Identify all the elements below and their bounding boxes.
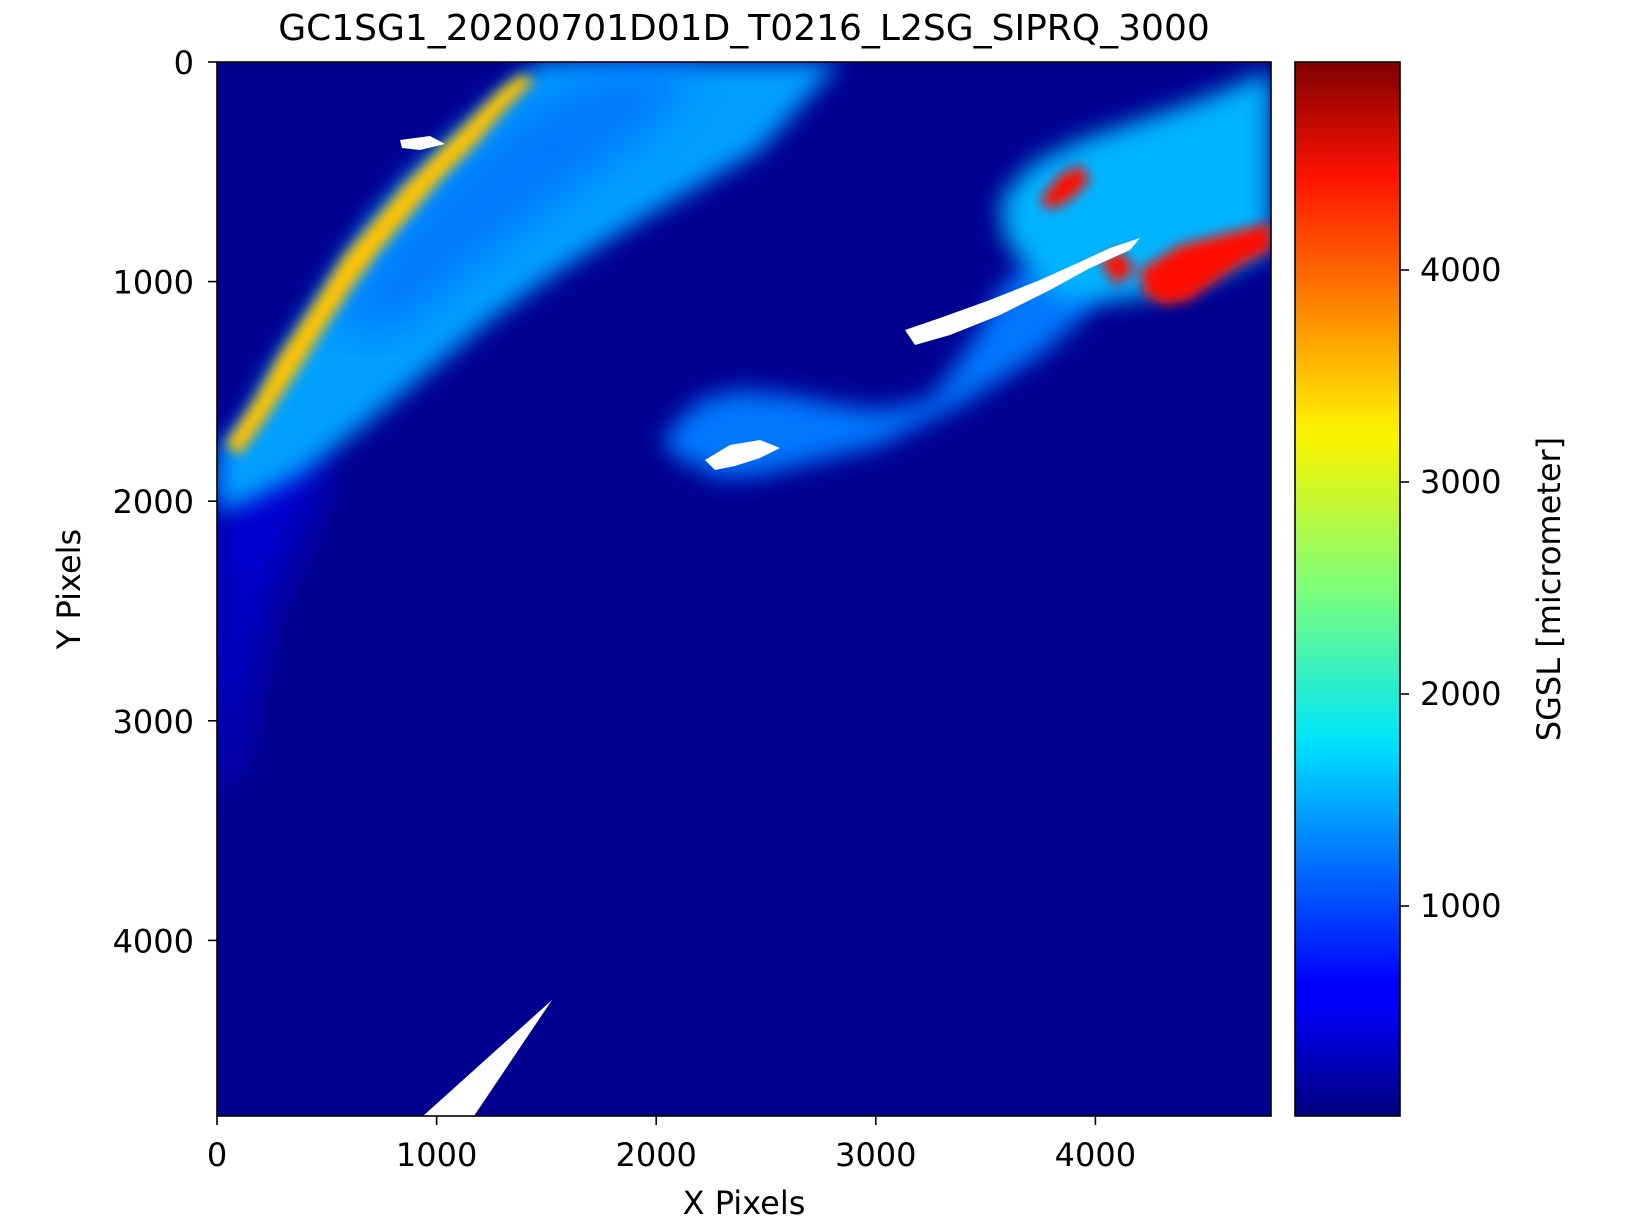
no-data-coastline bbox=[905, 238, 1140, 345]
colorbar-gradient bbox=[1294, 61, 1401, 1117]
colorbar-tick-label: 4000 bbox=[1420, 251, 1501, 289]
no-data-wedge bbox=[423, 1000, 552, 1116]
western-water-margin bbox=[217, 420, 330, 800]
y-tick-label: 1000 bbox=[113, 264, 194, 302]
colorbar-tick-label: 2000 bbox=[1420, 675, 1501, 713]
colorbar-tick-label: 3000 bbox=[1420, 463, 1501, 501]
y-tick-label: 3000 bbox=[113, 703, 194, 741]
colorbar-tick-label: 1000 bbox=[1420, 887, 1501, 925]
x-tick-label: 0 bbox=[207, 1136, 227, 1174]
northwest-land-mass bbox=[217, 62, 840, 510]
y-tick-label: 4000 bbox=[113, 922, 194, 960]
colorbar: 1000 2000 3000 4000 SGSL [micrometer] bbox=[1294, 61, 1568, 1117]
x-tick-label: 4000 bbox=[1055, 1136, 1136, 1174]
colorbar-label: SGSL [micrometer] bbox=[1530, 437, 1568, 741]
y-tick-label: 0 bbox=[174, 44, 194, 82]
northwest-interior-light bbox=[330, 70, 700, 330]
y-axis-label: Y Pixels bbox=[50, 529, 88, 650]
no-data-island bbox=[400, 136, 445, 150]
plot-frame bbox=[216, 61, 1272, 1117]
y-tick-label: 2000 bbox=[113, 483, 194, 521]
northwest-coastal-band bbox=[225, 75, 535, 455]
x-tick-label: 2000 bbox=[615, 1136, 696, 1174]
heatmap-image bbox=[217, 62, 1271, 1116]
y-axis: 0 1000 2000 3000 4000 Y Pixels bbox=[50, 44, 217, 960]
northeast-fjords bbox=[1040, 165, 1271, 305]
x-tick-label: 3000 bbox=[835, 1136, 916, 1174]
x-axis-label: X Pixels bbox=[683, 1184, 806, 1222]
x-tick-label: 1000 bbox=[396, 1136, 477, 1174]
chart-title: GC1SG1_20200701D01D_T0216_L2SG_SIPRQ_300… bbox=[278, 8, 1210, 49]
x-axis: 0 1000 2000 3000 4000 X Pixels bbox=[207, 1116, 1136, 1222]
no-data-peninsula bbox=[705, 440, 780, 470]
